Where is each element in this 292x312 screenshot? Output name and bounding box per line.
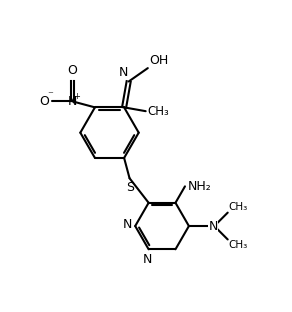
Text: O: O (67, 64, 77, 77)
Text: CH₃: CH₃ (228, 240, 248, 250)
Text: N: N (142, 253, 152, 266)
Text: N: N (122, 218, 132, 231)
Text: NH₂: NH₂ (187, 180, 211, 193)
Text: S: S (126, 181, 134, 194)
Text: O: O (40, 95, 50, 108)
Text: CH₃: CH₃ (228, 202, 248, 212)
Text: OH: OH (149, 54, 168, 67)
Text: +: + (73, 92, 80, 100)
Text: CH₃: CH₃ (147, 105, 169, 118)
Text: N: N (119, 66, 128, 79)
Text: ⁻: ⁻ (47, 90, 53, 100)
Text: N: N (68, 95, 77, 108)
Text: N: N (142, 253, 152, 266)
Text: N: N (122, 218, 132, 231)
Text: N: N (208, 220, 218, 232)
Text: N: N (208, 220, 218, 232)
